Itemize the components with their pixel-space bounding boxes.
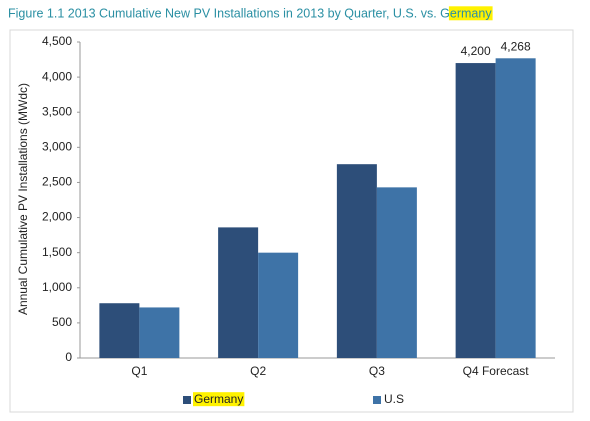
x-tick-label: Q1 (131, 364, 147, 378)
bar (455, 63, 496, 359)
y-tick-label: 3,500 (42, 104, 72, 118)
bar (495, 58, 536, 358)
bar (99, 303, 140, 358)
y-tick-label: 1,000 (42, 280, 72, 294)
y-axis-label: Annual Cumulative PV Installations (MWdc… (16, 83, 30, 315)
data-label: 4,200 (461, 44, 491, 58)
bar (336, 164, 377, 358)
bar (376, 187, 417, 358)
legend-label: U.S (384, 392, 404, 406)
y-tick-label: 3,000 (42, 140, 72, 154)
y-tick-label: 0 (65, 350, 72, 364)
data-label: 4,268 (501, 39, 531, 53)
text-highlight (448, 6, 493, 21)
y-tick-label: 500 (52, 315, 72, 329)
bar (139, 307, 180, 358)
y-tick-label: 4,000 (42, 69, 72, 83)
y-tick-label: 2,500 (42, 175, 72, 189)
x-tick-label: Q3 (369, 364, 385, 378)
highlights (193, 6, 493, 407)
y-tick-label: 4,500 (42, 34, 72, 48)
bar (218, 227, 259, 358)
y-tick-label: 1,500 (42, 245, 72, 259)
x-tick-label: Q4 Forecast (463, 364, 530, 378)
bar (258, 252, 299, 358)
legend-swatch (373, 396, 381, 404)
text-highlight (193, 392, 245, 407)
legend-label: Germany (194, 392, 243, 406)
x-tick-label: Q2 (250, 364, 266, 378)
y-tick-label: 2,000 (42, 210, 72, 224)
legend-swatch (183, 396, 191, 404)
chart-frame (9, 29, 574, 413)
chart-title: Figure 1.1 2013 Cumulative New PV Instal… (8, 6, 492, 20)
